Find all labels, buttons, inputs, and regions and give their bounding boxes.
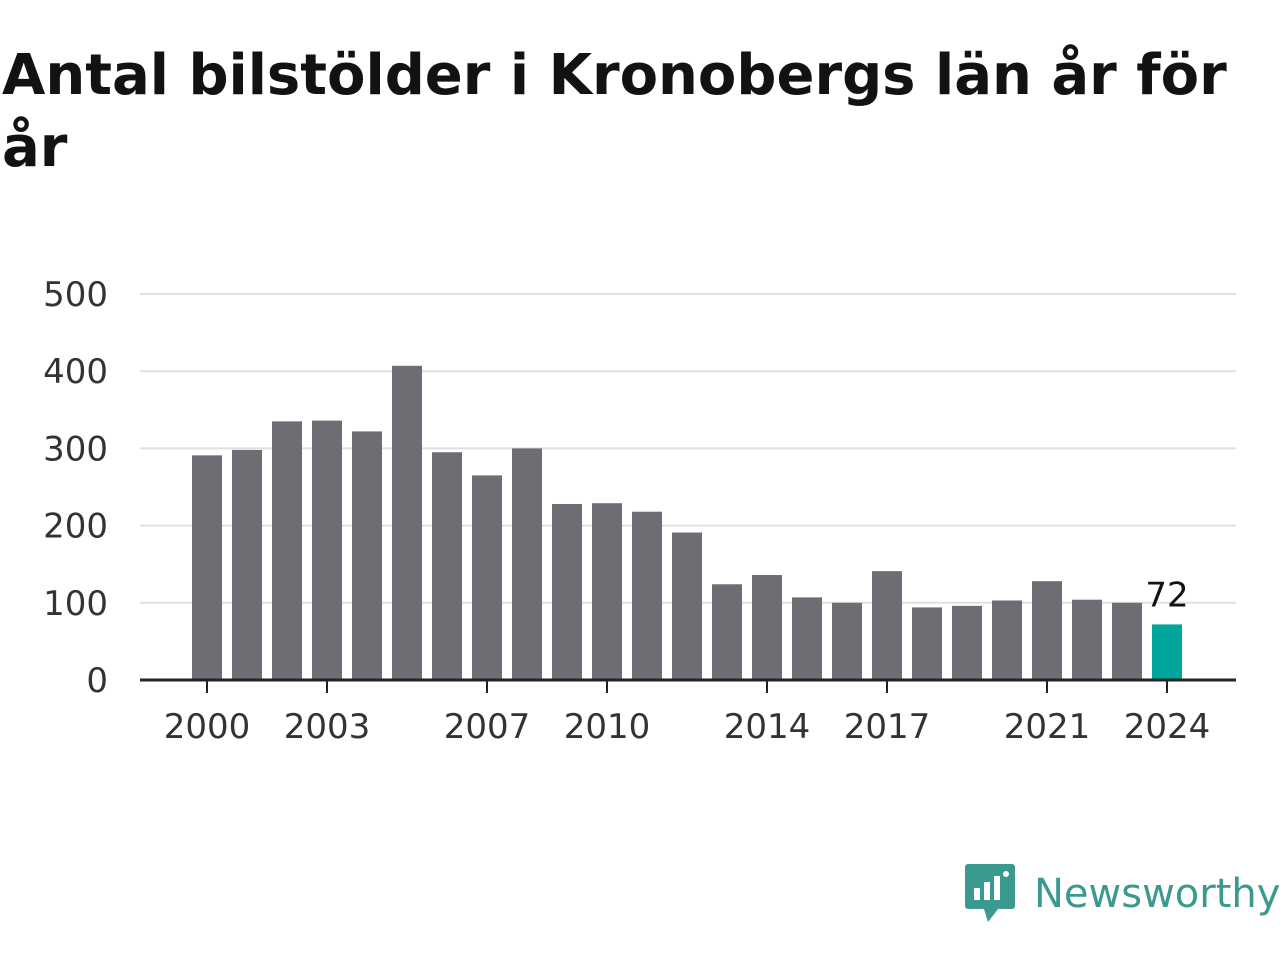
bar-2009 (552, 503, 582, 680)
bar-2014 (752, 575, 782, 680)
newsworthy-logo: Newsworthy (964, 862, 1280, 926)
bar-2015 (792, 597, 822, 680)
bar-2019 (952, 605, 982, 680)
bar-2023 (1112, 602, 1142, 680)
y-tick-label: 500 (43, 275, 108, 315)
y-tick-label: 400 (43, 352, 108, 392)
bar-2008 (512, 448, 542, 680)
x-tick-label: 2017 (844, 707, 931, 747)
y-tick-label: 0 (86, 661, 108, 701)
bar-2010 (592, 503, 622, 680)
bar-2016 (832, 602, 862, 680)
y-tick-label: 100 (43, 584, 108, 624)
bar-chart: 0 100 200 300 400 500 2000 2003 2007 2010 2014 201… (43, 275, 1236, 747)
bar-2002 (272, 421, 302, 680)
bar-2017 (872, 571, 902, 680)
chart-title: Antal bilstölder i Kronobergs län år för… (2, 43, 1227, 180)
y-tick-label: 200 (43, 507, 108, 547)
bars (192, 365, 1182, 680)
x-tick-label: 2014 (724, 707, 811, 747)
x-tick-label: 2003 (284, 707, 371, 747)
bar-2004 (352, 431, 382, 680)
x-tick-label: 2024 (1124, 707, 1211, 747)
data-labels: 72 (1145, 575, 1188, 615)
bar-2024 (1152, 624, 1182, 680)
bar-2003 (312, 420, 342, 680)
x-tick-label: 2000 (164, 707, 251, 747)
newsworthy-logo-icon (965, 864, 1015, 922)
bar-2006 (432, 452, 462, 680)
x-tick-label: 2007 (444, 707, 531, 747)
bar-2001 (232, 449, 262, 680)
bar-2021 (1032, 581, 1062, 680)
bar-2020 (992, 600, 1022, 680)
bar-2018 (912, 607, 942, 680)
bar-2022 (1072, 599, 1102, 680)
y-axis-ticks: 0 100 200 300 400 500 (43, 275, 108, 701)
x-axis-ticks: 2000 2003 2007 2010 2014 2017 2021 2024 (164, 680, 1211, 747)
x-tick-label: 2010 (564, 707, 651, 747)
bar-2000 (192, 455, 222, 680)
y-tick-label: 300 (43, 429, 108, 469)
bar-2007 (472, 475, 502, 680)
bar-2012 (672, 532, 702, 680)
bar-2011 (632, 511, 662, 680)
data-label: 72 (1145, 575, 1188, 615)
newsworthy-logo-text: Newsworthy (1034, 871, 1280, 917)
x-tick-label: 2021 (1004, 707, 1091, 747)
bar-2005 (392, 365, 422, 680)
bar-2013 (712, 584, 742, 680)
